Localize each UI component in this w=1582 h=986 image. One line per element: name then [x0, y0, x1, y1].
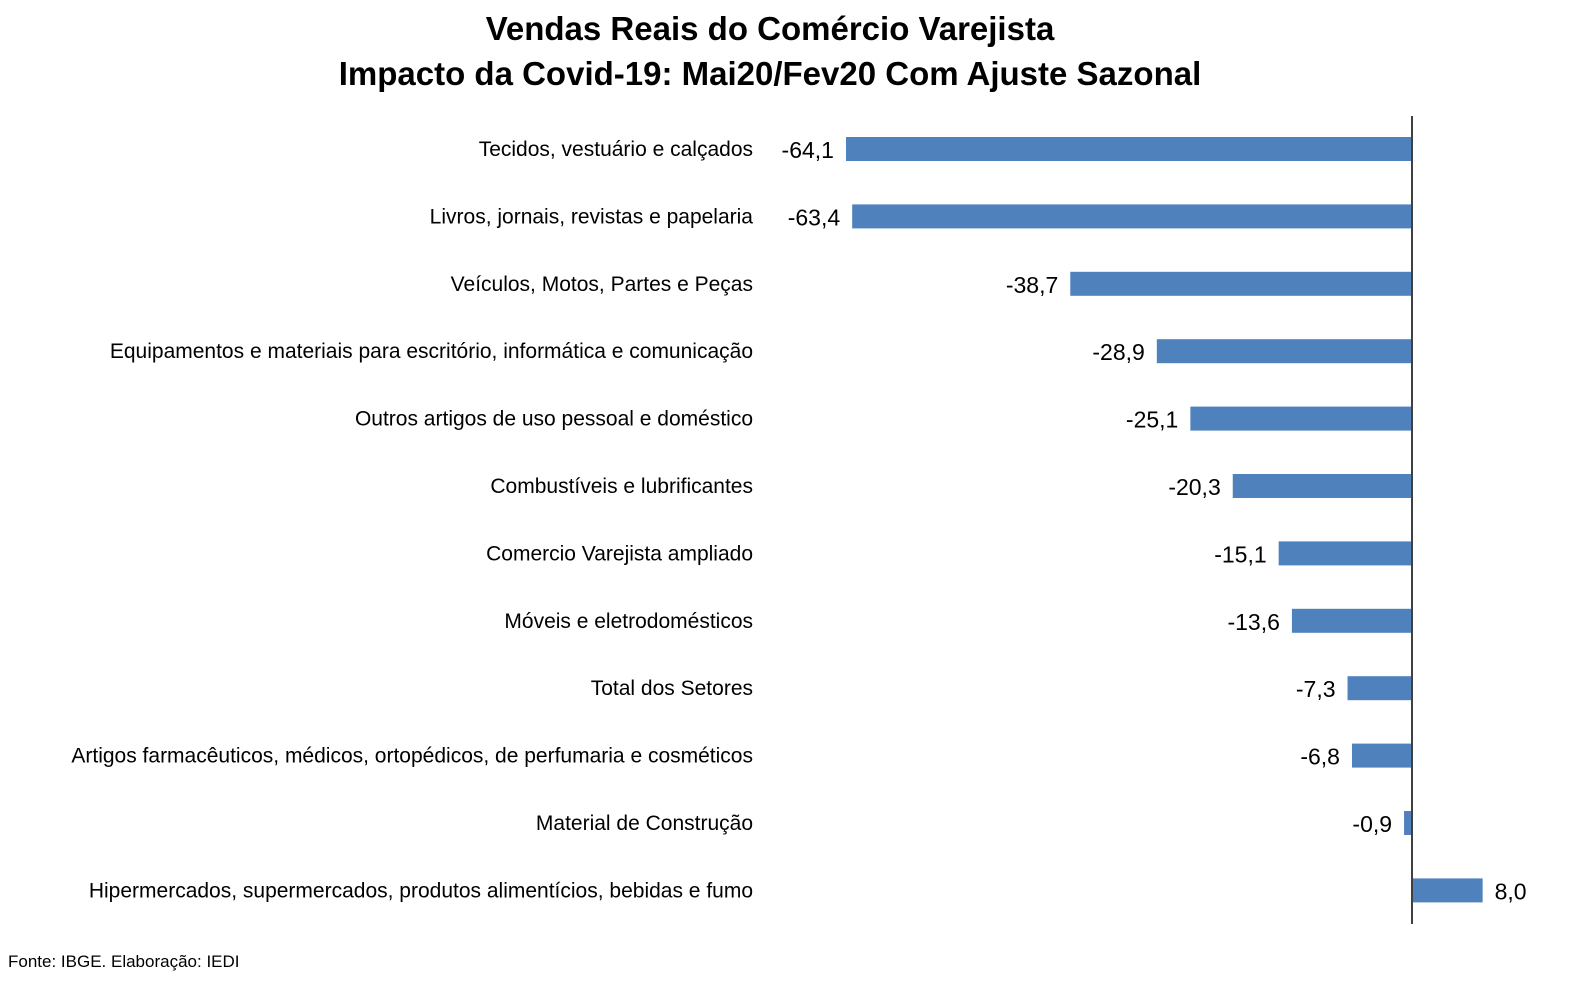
category-label: Comercio Varejista ampliado: [486, 542, 753, 565]
category-label: Material de Construção: [536, 812, 753, 835]
category-label: Total dos Setores: [591, 677, 753, 700]
data-label: -15,1: [1214, 541, 1266, 567]
data-label: -13,6: [1227, 609, 1279, 635]
category-label: Veículos, Motos, Partes e Peças: [451, 273, 753, 296]
bar: [1412, 878, 1483, 903]
chart-title-block: Vendas Reais do Comércio Varejista Impac…: [0, 6, 1540, 96]
data-label: -28,9: [1092, 339, 1144, 365]
data-label: -7,3: [1296, 676, 1336, 702]
data-label: -25,1: [1126, 407, 1178, 433]
category-label: Equipamentos e materiais para escritório…: [110, 340, 753, 363]
bar: [1351, 743, 1412, 768]
bar: [1278, 541, 1412, 566]
data-label: -0,9: [1352, 811, 1392, 837]
bar: [1190, 406, 1412, 431]
category-label: Outros artigos de uso pessoal e doméstic…: [355, 408, 753, 431]
data-label: -64,1: [782, 137, 834, 163]
source-note: Fonte: IBGE. Elaboração: IEDI: [8, 952, 240, 971]
data-label: -38,7: [1006, 272, 1058, 298]
data-label: -63,4: [788, 204, 841, 230]
chart-subtitle: Impacto da Covid-19: Mai20/Fev20 Com Aju…: [338, 55, 1202, 92]
bar: [1156, 339, 1412, 364]
bar: [1232, 474, 1412, 498]
category-label: Livros, jornais, revistas e papelaria: [430, 205, 754, 228]
bar: [845, 137, 1412, 161]
category-label: Tecidos, vestuário e calçados: [479, 138, 753, 161]
bar: [1347, 676, 1412, 701]
category-label: Hipermercados, supermercados, produtos a…: [89, 879, 753, 902]
bar: [1404, 811, 1412, 835]
category-label: Móveis e eletrodomésticos: [504, 610, 753, 633]
category-label: Combustíveis e lubrificantes: [490, 475, 753, 498]
data-label: 8,0: [1495, 878, 1527, 904]
bar: [852, 204, 1412, 229]
bar: [1070, 271, 1412, 296]
category-label: Artigos farmacêuticos, médicos, ortopédi…: [71, 745, 753, 768]
chart-title: Vendas Reais do Comércio Varejista: [485, 10, 1055, 47]
data-label: -20,3: [1168, 474, 1220, 500]
data-label: -6,8: [1300, 744, 1340, 770]
bar: [1291, 608, 1412, 633]
